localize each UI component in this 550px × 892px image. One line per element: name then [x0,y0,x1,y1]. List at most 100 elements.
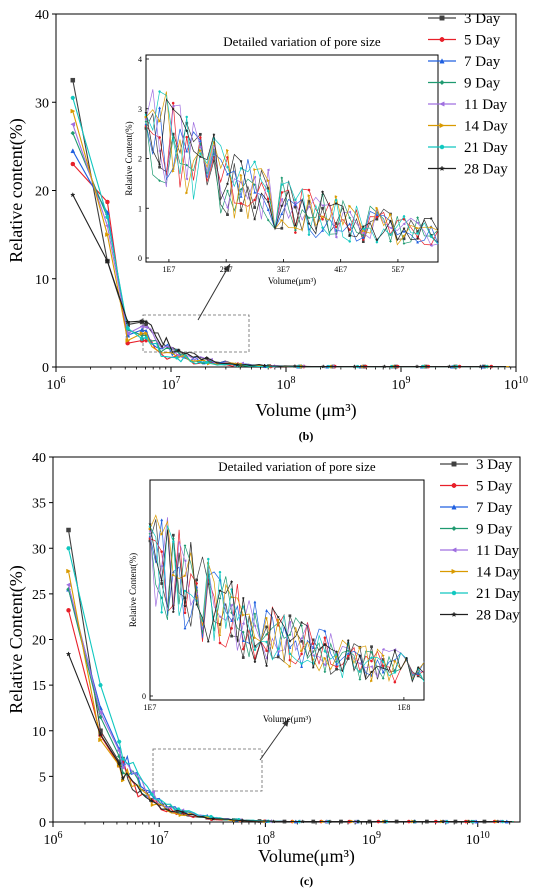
inset-data-point-marker [402,229,406,233]
legend-label: 3 Day [476,457,513,473]
inset-data-point-marker [241,622,245,626]
y-axis-label: Relative Content(%) [6,565,27,713]
data-point-marker [105,214,110,219]
inset-data-point-marker [276,649,280,654]
data-point-marker [209,814,213,819]
inset-data-point-marker [218,641,222,645]
inset-data-point-marker [307,205,311,209]
legend-marker [438,165,446,172]
inset-data-point-marker [171,533,175,537]
inset-series-line [145,89,439,247]
inset-data-point-marker [158,90,161,93]
data-point-marker [495,819,501,824]
inset-data-point-marker [321,228,325,232]
data-point-marker [414,364,420,369]
inset-data-point-marker [185,115,189,119]
inset-data-point-marker [226,165,229,169]
data-point-marker [105,232,110,238]
inset-data-point-marker [212,132,216,137]
inset-data-point-marker [393,648,397,653]
inset-data-point-marker [416,240,420,244]
legend-label: 28 Day [464,162,508,178]
inset-data-point-marker [334,235,338,239]
inset-data-point-marker [288,652,292,656]
inset-data-point-marker [253,206,257,209]
inset-data-point-marker [416,216,420,220]
y-tick-label: 25 [32,588,46,603]
data-point-marker [144,322,148,327]
data-point-marker [478,364,484,369]
data-point-marker [352,364,358,369]
data-point-marker [98,683,103,688]
inset-data-point-marker [370,650,373,654]
inset-data-point-marker [160,582,164,585]
zoom-arrow [197,263,231,321]
x-tick-label: 108 [277,375,296,393]
legend-label: 14 Day [464,119,508,135]
inset-title: Detailed variation of pore size [223,34,381,49]
inset-data-point-marker [198,132,202,136]
inset-data-point-marker [375,217,379,221]
inset-data-point-marker [171,101,175,105]
inset-data-point-marker [230,634,233,638]
legend-marker [450,611,458,618]
y-axis-label: Relative content(%) [6,118,27,262]
inset-data-point-marker [323,636,327,640]
inset-data-point-marker [375,206,379,210]
inset-data-point-marker [361,233,365,237]
inset-data-point-marker [375,215,379,219]
inset-data-point-marker [280,203,284,208]
inset-data-point-marker [253,648,257,651]
inset-data-point-marker [429,225,433,229]
x-axis-label: Volume(μm³) [258,846,355,867]
data-point-marker [327,819,333,824]
data-point-marker [120,765,125,770]
inset-data-point-marker [348,222,352,226]
inset-data-point-marker [266,190,270,193]
inset-data-point-marker [276,618,280,622]
inset-series-line [145,91,439,246]
series-line [72,194,507,368]
legend-marker [439,144,445,150]
inset-data-point-marker [389,239,392,243]
inset-data-point-marker [300,662,303,665]
inset-data-point-marker [358,661,362,666]
inset-data-point-marker [294,198,297,202]
x-tick-label: 109 [362,830,381,848]
inset-series-line [145,107,439,244]
legend-label: 21 Day [464,140,508,156]
inset-data-point-marker [334,649,339,654]
inset-y-tick-label: 3 [138,105,142,114]
data-point-marker [70,191,76,198]
y-tick-label: 15 [32,679,46,694]
inset-data-point-marker [253,175,257,179]
data-point-marker [70,121,76,127]
data-point-marker [271,819,277,824]
inset-data-point-marker [288,664,292,669]
y-tick-label: 40 [32,451,46,466]
inset-data-point-marker [334,225,338,229]
y-tick-label: 10 [35,273,49,288]
y-tick-label: 10 [32,725,46,740]
inset-y-tick-label: 0 [142,692,146,701]
inset-data-point-marker [381,653,385,658]
zoom-region [142,314,250,353]
inset-data-point-marker [307,221,311,226]
inset-data-point-marker [252,217,257,221]
inset-data-point-marker [348,216,352,220]
inset-data-point-marker [358,646,362,650]
inset-data-point-marker [253,636,257,640]
data-point-marker [66,608,71,613]
data-point-marker [121,757,125,761]
inset-data-point-marker [288,633,292,637]
inset-data-point-marker [429,216,434,221]
inset-data-point-marker [280,176,284,180]
inset-data-point-marker [218,633,222,637]
data-point-marker [70,77,76,83]
legend-label: 21 Day [476,586,520,602]
inset-data-point-marker [226,189,229,193]
data-point-marker [440,819,446,824]
zoom-arrow-head [223,264,230,272]
panel-label: (c) [300,874,313,888]
inset-data-point-marker [334,195,338,199]
